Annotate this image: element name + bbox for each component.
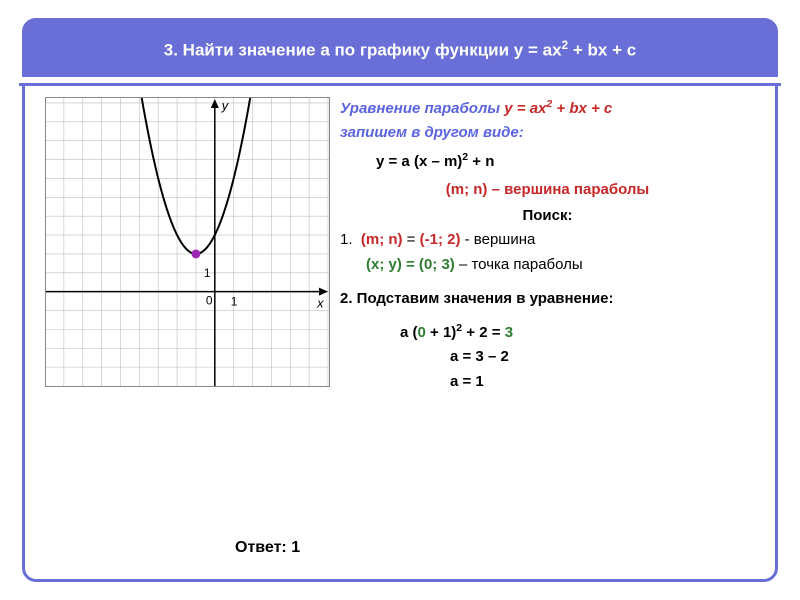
search-label: Поиск:	[340, 206, 755, 226]
answer-value: 1	[291, 539, 300, 556]
explanation: Уравнение параболы y = ах2 + bх + с запи…	[340, 97, 755, 396]
answer: Ответ: 1	[235, 539, 300, 557]
svg-text:y: y	[221, 98, 230, 113]
svg-text:1: 1	[231, 295, 238, 309]
svg-text:1: 1	[204, 266, 211, 280]
vertex-label: (m; n) – вершина параболы	[340, 180, 755, 200]
calc1: a (0 + 1)2 + 2 = 3	[400, 321, 755, 343]
vf-y: y = a (x – m)	[376, 153, 462, 170]
step1-tail: - вершина	[460, 231, 535, 248]
title-eq-tail: + bх + с	[568, 40, 636, 59]
svg-text:x: x	[316, 296, 324, 311]
title-text: 3. Найти значение а по графику функции y…	[164, 38, 636, 61]
step2-head: 2. Подставим значения в уравнение:	[340, 289, 755, 309]
content-row: 0 1 1 x y Уравнение параболы y = ах2 + bх + …	[45, 97, 755, 396]
title-prefix: 3. Найти значение а по графику функции	[164, 40, 514, 59]
calc3: a = 1	[450, 372, 755, 392]
content-frame: 3. Найти значение а по графику функции y…	[22, 18, 778, 582]
intro1: Уравнение параболы	[340, 100, 504, 117]
chart-svg: 0 1 1 x y	[46, 98, 329, 386]
intro-line2: запишем в другом виде:	[340, 123, 755, 143]
intro-line1: Уравнение параболы y = ах2 + bх + с	[340, 97, 755, 119]
intro-eq-tail: + bх + с	[552, 100, 612, 117]
title-bar: 3. Найти значение а по графику функции y…	[22, 18, 778, 80]
slide: 3. Найти значение а по графику функции y…	[0, 0, 800, 600]
calc2: a = 3 – 2	[450, 347, 755, 367]
intro-eq-y: y = ах	[504, 100, 546, 117]
vertex-form: y = a (x – m)2 + n	[376, 150, 755, 172]
calc1-x: 0	[418, 324, 426, 341]
step1: 1. (m; n) = (-1; 2) - вершина	[340, 230, 755, 250]
calc1-a: a (	[400, 324, 418, 341]
step1b-xy: (x; y) = (	[366, 256, 424, 273]
step1-eq: =	[403, 231, 420, 248]
step1-val: (-1; 2)	[420, 231, 461, 248]
parabola-chart: 0 1 1 x y	[45, 97, 330, 387]
calc1-rhs: 3	[505, 324, 513, 341]
step1b: (x; y) = (0; 3) – точка параболы	[366, 255, 755, 275]
answer-label: Ответ:	[235, 539, 291, 556]
calc1-plus1: + 1)	[426, 324, 456, 341]
step1b-y: 3	[441, 256, 449, 273]
step1-num: 1.	[340, 231, 353, 248]
calc1-plus2: + 2 =	[462, 324, 505, 341]
svg-text:0: 0	[206, 294, 213, 308]
title-eq-y: y = ах	[514, 40, 562, 59]
step1-mn: (m; n)	[361, 231, 403, 248]
vf-tail: + n	[468, 153, 494, 170]
step1b-tail: – точка параболы	[455, 256, 583, 273]
